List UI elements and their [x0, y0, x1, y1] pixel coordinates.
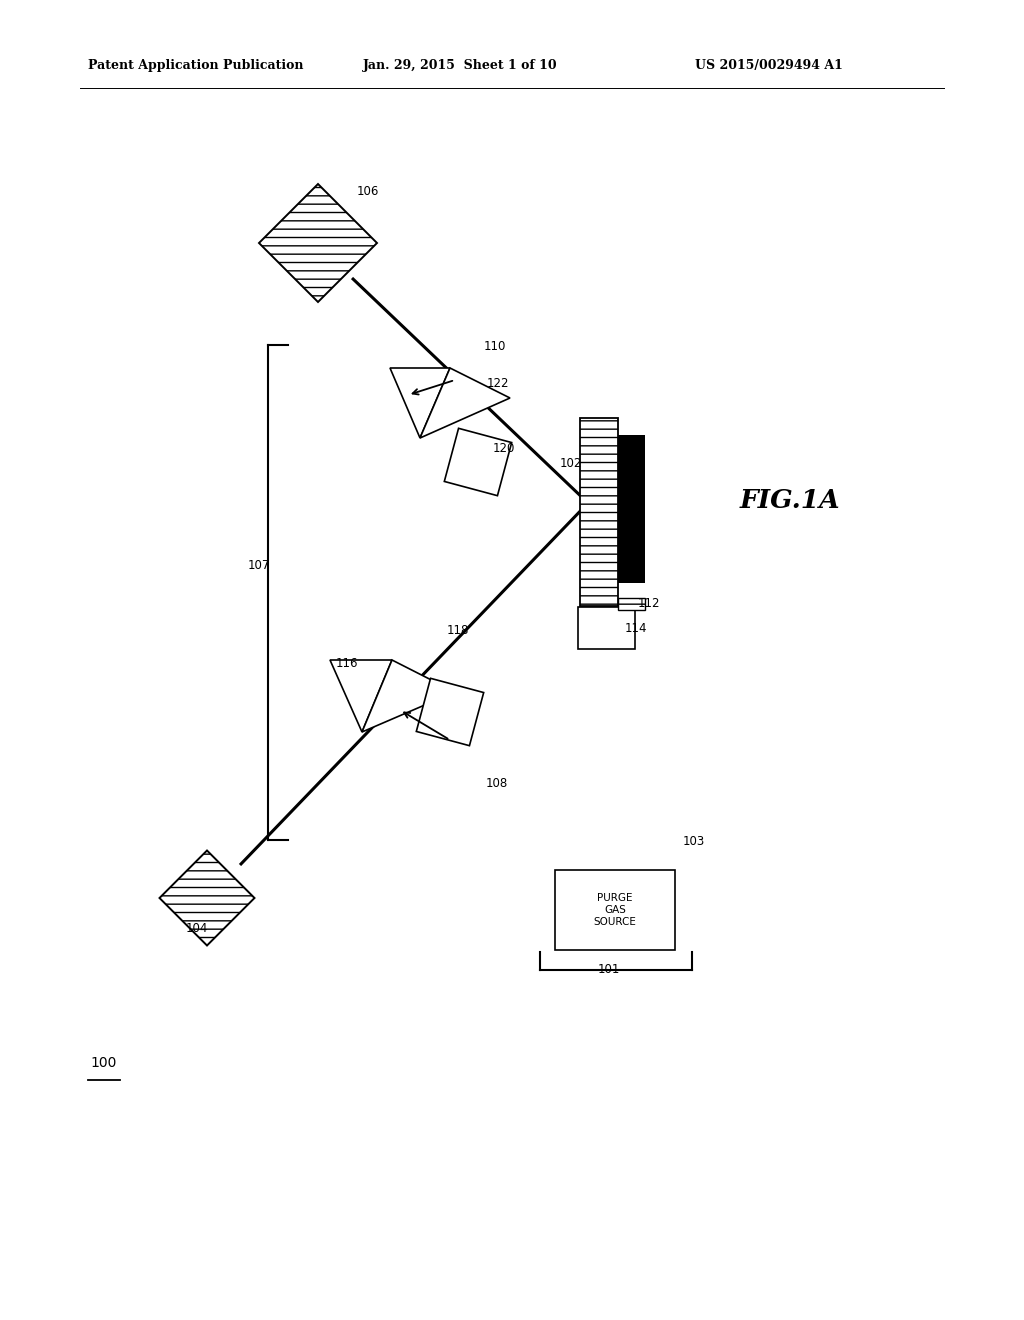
- Text: 104: 104: [186, 921, 208, 935]
- Polygon shape: [330, 660, 392, 733]
- Bar: [555, 870, 675, 950]
- Text: Patent Application Publication: Patent Application Publication: [88, 59, 303, 73]
- Text: 100: 100: [90, 1056, 117, 1071]
- Text: 114: 114: [625, 622, 647, 635]
- Text: FIG.1A: FIG.1A: [740, 487, 841, 512]
- Text: 102: 102: [560, 457, 583, 470]
- Polygon shape: [417, 678, 483, 746]
- Text: 120: 120: [493, 442, 515, 455]
- Polygon shape: [444, 428, 512, 496]
- Text: Jan. 29, 2015  Sheet 1 of 10: Jan. 29, 2015 Sheet 1 of 10: [362, 59, 558, 73]
- Polygon shape: [160, 850, 255, 945]
- Bar: [618, 598, 645, 610]
- Bar: [578, 607, 635, 649]
- Text: US 2015/0029494 A1: US 2015/0029494 A1: [695, 59, 843, 73]
- Text: 106: 106: [357, 185, 379, 198]
- Text: 118: 118: [447, 624, 469, 638]
- Bar: [580, 418, 618, 606]
- Text: PURGE
GAS
SOURCE: PURGE GAS SOURCE: [594, 894, 637, 927]
- Bar: [618, 436, 645, 583]
- Text: 122: 122: [487, 378, 510, 389]
- Text: 116: 116: [336, 657, 358, 671]
- Polygon shape: [420, 368, 510, 438]
- Polygon shape: [362, 660, 455, 733]
- Polygon shape: [390, 368, 450, 438]
- Text: 108: 108: [486, 777, 508, 789]
- Text: 101: 101: [598, 964, 621, 975]
- Polygon shape: [259, 183, 377, 302]
- Text: 103: 103: [683, 836, 706, 847]
- Text: 112: 112: [638, 597, 660, 610]
- Text: 110: 110: [484, 341, 507, 352]
- Text: 107: 107: [248, 558, 270, 572]
